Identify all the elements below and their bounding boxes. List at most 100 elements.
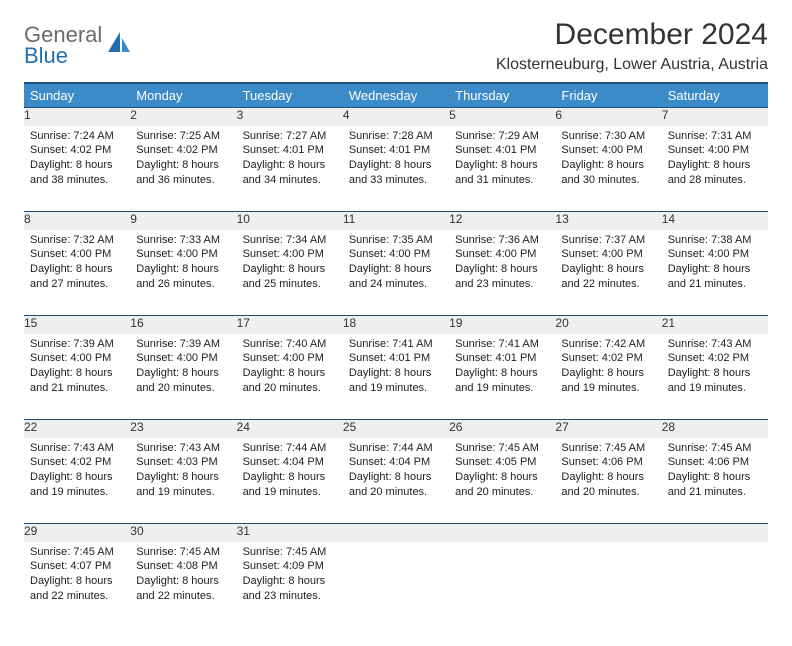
day-number: 11 [343, 212, 449, 230]
daylight-text: and 27 minutes. [30, 277, 124, 292]
daylight-text: Daylight: 8 hours [668, 366, 762, 381]
sunrise-text: Sunrise: 7:44 AM [243, 441, 337, 456]
sunset-text: Sunset: 4:02 PM [136, 143, 230, 158]
day-cell: Sunrise: 7:39 AMSunset: 4:00 PMDaylight:… [24, 334, 130, 420]
daylight-text: Daylight: 8 hours [349, 262, 443, 277]
daynum-row: 293031 [24, 524, 768, 542]
daylight-text: Daylight: 8 hours [243, 262, 337, 277]
sunset-text: Sunset: 4:00 PM [243, 247, 337, 262]
day-cell: Sunrise: 7:31 AMSunset: 4:00 PMDaylight:… [662, 126, 768, 212]
daylight-text: Daylight: 8 hours [561, 470, 655, 485]
daynum-row: 891011121314 [24, 212, 768, 230]
day-cell: Sunrise: 7:41 AMSunset: 4:01 PMDaylight:… [343, 334, 449, 420]
sunset-text: Sunset: 4:06 PM [561, 455, 655, 470]
day-number [555, 524, 661, 542]
weekday-header: Sunday [24, 83, 130, 108]
sunrise-text: Sunrise: 7:25 AM [136, 129, 230, 144]
day-cell: Sunrise: 7:40 AMSunset: 4:00 PMDaylight:… [237, 334, 343, 420]
day-number: 8 [24, 212, 130, 230]
day-number: 13 [555, 212, 661, 230]
sunset-text: Sunset: 4:04 PM [243, 455, 337, 470]
day-number: 21 [662, 316, 768, 334]
sunrise-text: Sunrise: 7:39 AM [136, 337, 230, 352]
daylight-text: and 19 minutes. [30, 485, 124, 500]
day-cell: Sunrise: 7:43 AMSunset: 4:02 PMDaylight:… [662, 334, 768, 420]
daylight-text: Daylight: 8 hours [136, 366, 230, 381]
location-text: Klosterneuburg, Lower Austria, Austria [496, 56, 768, 74]
sunrise-text: Sunrise: 7:45 AM [136, 545, 230, 560]
day-number: 7 [662, 108, 768, 126]
sunset-text: Sunset: 4:07 PM [30, 559, 124, 574]
weekday-header: Saturday [662, 83, 768, 108]
sunset-text: Sunset: 4:00 PM [136, 351, 230, 366]
daylight-text: Daylight: 8 hours [561, 262, 655, 277]
sunrise-text: Sunrise: 7:39 AM [30, 337, 124, 352]
sunset-text: Sunset: 4:04 PM [349, 455, 443, 470]
sunset-text: Sunset: 4:02 PM [30, 143, 124, 158]
daylight-text: and 33 minutes. [349, 173, 443, 188]
daylight-text: Daylight: 8 hours [243, 470, 337, 485]
sunrise-text: Sunrise: 7:36 AM [455, 233, 549, 248]
day-number: 23 [130, 420, 236, 438]
sunset-text: Sunset: 4:06 PM [668, 455, 762, 470]
sunset-text: Sunset: 4:00 PM [668, 143, 762, 158]
sunrise-text: Sunrise: 7:45 AM [561, 441, 655, 456]
daylight-text: and 19 minutes. [668, 381, 762, 396]
day-number: 12 [449, 212, 555, 230]
day-number: 6 [555, 108, 661, 126]
daylight-text: and 38 minutes. [30, 173, 124, 188]
title-block: December 2024 Klosterneuburg, Lower Aust… [496, 18, 768, 74]
sunset-text: Sunset: 4:02 PM [561, 351, 655, 366]
day-number: 28 [662, 420, 768, 438]
day-cell: Sunrise: 7:39 AMSunset: 4:00 PMDaylight:… [130, 334, 236, 420]
day-cell: Sunrise: 7:42 AMSunset: 4:02 PMDaylight:… [555, 334, 661, 420]
daylight-text: Daylight: 8 hours [668, 158, 762, 173]
sunrise-text: Sunrise: 7:33 AM [136, 233, 230, 248]
sunset-text: Sunset: 4:01 PM [455, 143, 549, 158]
day-cell: Sunrise: 7:45 AMSunset: 4:06 PMDaylight:… [555, 438, 661, 524]
daylight-text: Daylight: 8 hours [455, 366, 549, 381]
daylight-text: Daylight: 8 hours [668, 470, 762, 485]
sunrise-text: Sunrise: 7:29 AM [455, 129, 549, 144]
sunset-text: Sunset: 4:01 PM [455, 351, 549, 366]
brand-text: General Blue [24, 24, 102, 67]
sunrise-text: Sunrise: 7:45 AM [668, 441, 762, 456]
daynum-row: 1234567 [24, 108, 768, 126]
sunrise-text: Sunrise: 7:45 AM [243, 545, 337, 560]
brand-line2: Blue [24, 45, 102, 67]
daylight-text: Daylight: 8 hours [349, 470, 443, 485]
sunset-text: Sunset: 4:00 PM [561, 247, 655, 262]
day-number: 25 [343, 420, 449, 438]
day-cell [449, 542, 555, 628]
sunrise-text: Sunrise: 7:45 AM [30, 545, 124, 560]
week-row: Sunrise: 7:45 AMSunset: 4:07 PMDaylight:… [24, 542, 768, 628]
sunset-text: Sunset: 4:02 PM [668, 351, 762, 366]
week-row: Sunrise: 7:39 AMSunset: 4:00 PMDaylight:… [24, 334, 768, 420]
daylight-text: and 22 minutes. [30, 589, 124, 604]
sunset-text: Sunset: 4:00 PM [455, 247, 549, 262]
sunset-text: Sunset: 4:08 PM [136, 559, 230, 574]
day-number [662, 524, 768, 542]
daylight-text: and 20 minutes. [349, 485, 443, 500]
day-cell: Sunrise: 7:41 AMSunset: 4:01 PMDaylight:… [449, 334, 555, 420]
sunrise-text: Sunrise: 7:37 AM [561, 233, 655, 248]
day-number: 16 [130, 316, 236, 334]
weekday-header: Tuesday [237, 83, 343, 108]
day-cell: Sunrise: 7:35 AMSunset: 4:00 PMDaylight:… [343, 230, 449, 316]
sunrise-text: Sunrise: 7:41 AM [349, 337, 443, 352]
daylight-text: and 20 minutes. [243, 381, 337, 396]
sunset-text: Sunset: 4:02 PM [30, 455, 124, 470]
day-cell: Sunrise: 7:43 AMSunset: 4:02 PMDaylight:… [24, 438, 130, 524]
day-cell: Sunrise: 7:44 AMSunset: 4:04 PMDaylight:… [343, 438, 449, 524]
sunset-text: Sunset: 4:00 PM [136, 247, 230, 262]
daylight-text: Daylight: 8 hours [668, 262, 762, 277]
daylight-text: and 36 minutes. [136, 173, 230, 188]
daylight-text: and 19 minutes. [349, 381, 443, 396]
day-number: 17 [237, 316, 343, 334]
day-number [343, 524, 449, 542]
day-cell: Sunrise: 7:24 AMSunset: 4:02 PMDaylight:… [24, 126, 130, 212]
sunrise-text: Sunrise: 7:41 AM [455, 337, 549, 352]
daylight-text: Daylight: 8 hours [561, 366, 655, 381]
day-number: 3 [237, 108, 343, 126]
day-cell: Sunrise: 7:43 AMSunset: 4:03 PMDaylight:… [130, 438, 236, 524]
